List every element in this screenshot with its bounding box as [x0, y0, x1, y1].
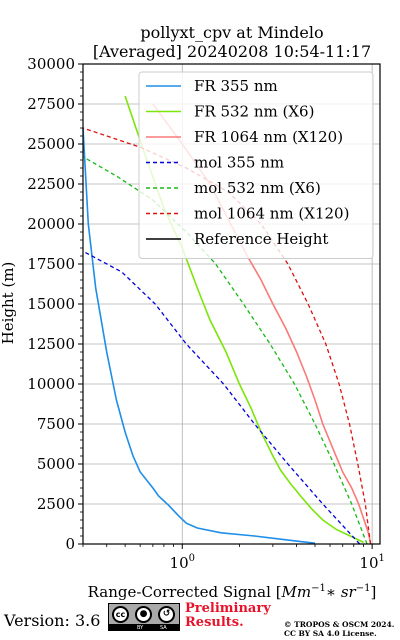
- legend-label-5: mol 1064 nm (X120): [194, 205, 349, 223]
- copyright-notice: © TROPOS & OSCM 2024. CC BY SA 4.0 Licen…: [284, 620, 394, 638]
- sa-label: SA: [160, 625, 167, 631]
- legend-label-3: mol 355 nm: [194, 154, 284, 172]
- y-tick-label: 25000: [27, 135, 75, 153]
- y-tick-label: 15000: [27, 295, 75, 313]
- y-tick-label: 2500: [37, 495, 75, 513]
- plot-area: 0 2500 5000 7500 10000 12500 15000 17500 20000 22…: [27, 55, 385, 572]
- license-strip: BY SA: [109, 624, 179, 631]
- legend-label-1: FR 532 nm (X6): [194, 103, 314, 121]
- chart-title: pollyxt_cpv at Mindelo: [140, 23, 323, 42]
- series-line-3: [82, 250, 361, 545]
- chart-figure: pollyxt_cpv at Mindelo [Averaged] 202402…: [0, 23, 385, 600]
- y-tick-label: 5000: [37, 455, 75, 473]
- y-tick-label: 30000: [27, 55, 75, 73]
- y-tick-label: 22500: [27, 175, 75, 193]
- preliminary-line-1: Preliminary: [185, 601, 271, 616]
- series-line-0: [82, 127, 316, 544]
- y-tick-label: 7500: [37, 415, 75, 433]
- y-axis-label: Height (m): [0, 262, 17, 345]
- copyright-line-2: CC BY SA 4.0 License.: [284, 629, 377, 638]
- chart-subtitle: [Averaged] 20240208 10:54-11:17: [93, 42, 371, 61]
- y-tick-label: 27500: [27, 95, 75, 113]
- y-tick-label: 17500: [27, 255, 75, 273]
- legend-label-0: FR 355 nm: [194, 77, 278, 95]
- x-tick-label: 101: [359, 553, 384, 572]
- legend-label-4: mol 532 nm (X6): [194, 179, 321, 197]
- legend-label-6: Reference Height: [194, 230, 328, 248]
- preliminary-line-2: Results.: [185, 615, 244, 630]
- cc-icon: cc: [112, 606, 129, 623]
- legend-label-2: FR 1064 nm (X120): [194, 128, 343, 146]
- y-tick-label: 12500: [27, 335, 75, 353]
- y-tick-label: 0: [65, 535, 75, 553]
- by-label: BY: [137, 625, 144, 631]
- cc-license-badge[interactable]: cc ● ↺ BY SA: [108, 603, 180, 631]
- preliminary-notice: Preliminary Results.: [185, 602, 271, 630]
- version-label: Version: 3.6: [4, 611, 101, 630]
- x-axis-label: Range-Corrected Signal [Mm−1∗ sr−1]: [88, 583, 377, 600]
- y-tick-label: 10000: [27, 375, 75, 393]
- y-tick-label: 20000: [27, 215, 75, 233]
- copyright-line-1: © TROPOS & OSCM 2024.: [284, 620, 395, 629]
- sa-icon: ↺: [158, 606, 175, 623]
- x-tick-label: 100: [170, 553, 195, 572]
- by-icon: ●: [135, 606, 152, 623]
- legend-box: [138, 71, 374, 259]
